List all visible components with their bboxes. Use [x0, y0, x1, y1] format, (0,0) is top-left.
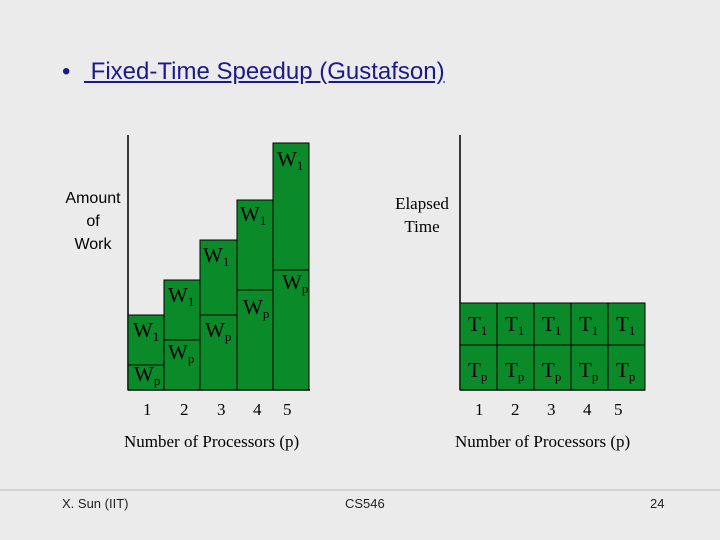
label-w1-p4: W1 — [240, 202, 267, 228]
bar-p1-w1 — [127, 314, 165, 366]
left-tick-3: 3 — [217, 400, 226, 419]
right-annotation: Elapsed Time — [382, 192, 462, 238]
label-tp-p2: Tp — [505, 358, 525, 384]
right-annotation-line-2: Time — [404, 217, 440, 236]
left-tick-2: 2 — [180, 400, 189, 419]
time-p2-tp — [496, 344, 535, 391]
time-p5-tp — [607, 344, 646, 391]
time-p4-t1 — [570, 302, 609, 346]
label-tp-p4: Tp — [579, 358, 599, 384]
time-p3-t1 — [533, 302, 572, 346]
label-wp-p2: Wp — [168, 340, 195, 366]
slide-title-text: Fixed-Time Speedup (Gustafson) — [84, 58, 445, 85]
left-ylabel: Amount of Work — [55, 187, 131, 256]
time-p5-t1 — [607, 302, 646, 346]
time-p2-t1 — [496, 302, 535, 346]
label-w1-p5: W1 — [277, 147, 304, 173]
left-ylabel-line-3: Work — [74, 236, 112, 253]
label-t1-p4: T1 — [579, 312, 599, 338]
right-tick-5: 5 — [614, 400, 623, 419]
left-ylabel-line-2: of — [86, 213, 100, 230]
left-ylabel-line-1: Amount — [65, 190, 121, 207]
right-tick-2: 2 — [511, 400, 520, 419]
label-wp-p3: Wp — [205, 318, 232, 344]
right-xlabel: Number of Processors (p) — [455, 432, 631, 451]
label-wp-p1: Wp — [134, 362, 161, 388]
bar-p5-wp — [272, 269, 310, 391]
bar-p4-w1 — [236, 199, 274, 291]
left-tick-5: 5 — [283, 400, 292, 419]
left-tick-4: 4 — [253, 400, 262, 419]
label-t1-p2: T1 — [505, 312, 525, 338]
footer-author: X. Sun (IIT) — [62, 496, 129, 511]
right-annotation-line-1: Elapsed — [395, 194, 449, 213]
bar-p1-wp — [127, 364, 165, 391]
label-t1-p1: T1 — [468, 312, 488, 338]
right-tick-3: 3 — [547, 400, 556, 419]
footer-page-number: 24 — [650, 496, 665, 511]
label-w1-p1: W1 — [133, 318, 160, 344]
label-w1-p2: W1 — [168, 283, 195, 309]
footer-course: CS546 — [345, 496, 385, 511]
bar-p3-wp — [199, 314, 238, 391]
label-w1-p3: W1 — [203, 243, 230, 269]
time-p3-tp — [533, 344, 572, 391]
label-t1-p3: T1 — [542, 312, 562, 338]
bullet-icon: • — [62, 58, 71, 85]
label-t1-p5: T1 — [616, 312, 636, 338]
slide-title: • Fixed-Time Speedup (Gustafson) — [62, 58, 445, 86]
left-tick-1: 1 — [143, 400, 152, 419]
label-tp-p1: Tp — [468, 358, 488, 384]
left-xlabel: Number of Processors (p) — [124, 432, 300, 451]
label-wp-p4: Wp — [243, 295, 270, 321]
label-tp-p3: Tp — [542, 358, 562, 384]
bar-p5-w1 — [272, 142, 310, 271]
label-wp-p5: Wp — [282, 270, 309, 296]
time-p1-t1 — [459, 302, 498, 346]
time-p1-tp — [459, 344, 498, 391]
right-tick-1: 1 — [475, 400, 484, 419]
right-tick-4: 4 — [583, 400, 592, 419]
label-tp-p5: Tp — [616, 358, 636, 384]
